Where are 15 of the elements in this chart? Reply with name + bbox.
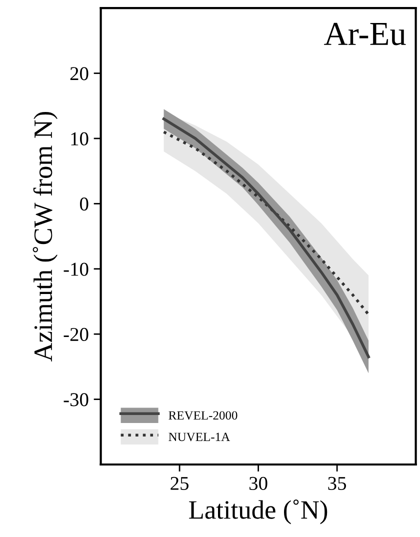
y-tick-label: 20: [70, 67, 88, 80]
legend-label: NUVEL-1A: [168, 432, 230, 442]
legend-label: REVEL-2000: [168, 411, 238, 420]
y-tick-label: 10: [71, 132, 88, 146]
y-tick-label: -20: [64, 328, 88, 342]
line-series: [162, 130, 370, 316]
x-tick-label: 35: [328, 476, 346, 490]
y-tick-label: -30: [64, 393, 88, 406]
x-tick-label: 25: [170, 476, 189, 490]
y-axis-title: Azimuth (˚CW from N): [32, 112, 58, 362]
chart-title: Ar-Eu: [324, 22, 406, 46]
y-tick-label: 0: [80, 197, 88, 211]
x-axis-title: Latitude (˚N): [189, 500, 328, 524]
x-tick-label: 30: [250, 476, 268, 490]
y-tick-label: -10: [64, 262, 88, 276]
